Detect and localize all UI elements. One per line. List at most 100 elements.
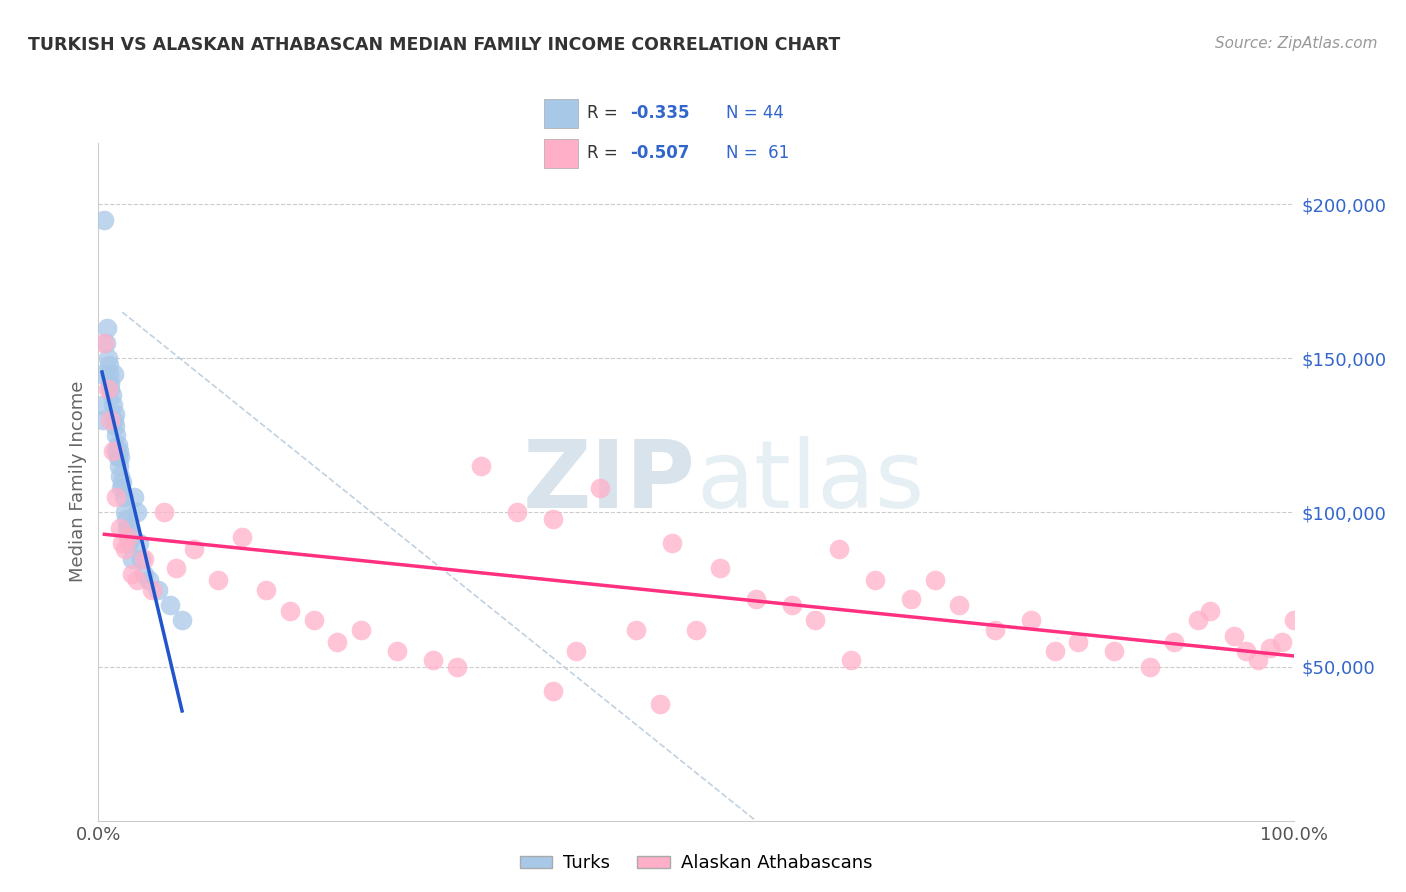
Point xyxy=(114,542,136,557)
Point xyxy=(1139,659,1161,673)
Point xyxy=(93,336,115,351)
Point xyxy=(103,367,125,381)
Point xyxy=(159,598,181,612)
Point xyxy=(1198,604,1220,618)
Point xyxy=(207,574,229,588)
Point xyxy=(1271,635,1294,649)
Point xyxy=(1102,644,1125,658)
Point xyxy=(863,574,887,588)
Point xyxy=(132,567,155,582)
Point xyxy=(108,521,131,535)
Point xyxy=(1246,653,1268,667)
Text: atlas: atlas xyxy=(696,435,924,528)
Point xyxy=(121,567,143,582)
Point xyxy=(131,551,153,566)
Point xyxy=(120,530,142,544)
Point xyxy=(124,490,146,504)
Point xyxy=(1187,613,1209,627)
Point xyxy=(117,530,139,544)
Point xyxy=(105,428,128,442)
Point xyxy=(96,320,118,334)
Point xyxy=(446,659,468,673)
Point xyxy=(138,574,160,588)
Point xyxy=(128,536,150,550)
Point xyxy=(506,506,529,520)
Point xyxy=(98,382,122,396)
Point xyxy=(709,561,731,575)
Point xyxy=(115,521,138,535)
Point xyxy=(107,450,129,464)
Point xyxy=(626,623,648,637)
Point xyxy=(900,591,922,606)
Point xyxy=(141,582,163,597)
Point xyxy=(1043,644,1066,658)
Point xyxy=(828,542,851,557)
Point xyxy=(948,598,970,612)
Point xyxy=(422,653,444,667)
Point xyxy=(121,551,143,566)
Point xyxy=(100,388,122,402)
Point xyxy=(93,212,115,227)
Point xyxy=(148,582,170,597)
Point xyxy=(780,598,803,612)
Point xyxy=(97,382,120,396)
Point xyxy=(1258,641,1281,656)
Point xyxy=(661,536,683,550)
Point xyxy=(91,367,114,381)
Point xyxy=(1019,613,1042,627)
Point xyxy=(115,511,138,525)
Point xyxy=(91,413,114,427)
Point xyxy=(804,613,827,627)
Point xyxy=(97,351,120,366)
Point xyxy=(924,574,946,588)
Point xyxy=(745,591,768,606)
Point xyxy=(1222,629,1246,643)
Point xyxy=(98,358,121,372)
Text: Source: ZipAtlas.com: Source: ZipAtlas.com xyxy=(1215,36,1378,51)
Point xyxy=(98,413,122,427)
Point xyxy=(685,623,707,637)
Text: R =: R = xyxy=(586,104,623,122)
Text: R =: R = xyxy=(586,145,623,162)
Point xyxy=(117,521,139,535)
Point xyxy=(118,536,141,550)
Point xyxy=(302,613,325,627)
Point xyxy=(110,481,132,495)
Point xyxy=(132,551,155,566)
Text: TURKISH VS ALASKAN ATHABASCAN MEDIAN FAMILY INCOME CORRELATION CHART: TURKISH VS ALASKAN ATHABASCAN MEDIAN FAM… xyxy=(28,36,841,54)
Point xyxy=(114,506,136,520)
Point xyxy=(470,459,492,474)
Point xyxy=(172,613,194,627)
Point xyxy=(589,481,612,495)
Point xyxy=(101,443,124,458)
Point xyxy=(648,697,672,711)
Point xyxy=(165,561,187,575)
Point xyxy=(254,582,277,597)
Point xyxy=(984,623,1007,637)
FancyBboxPatch shape xyxy=(544,139,578,168)
FancyBboxPatch shape xyxy=(544,99,578,128)
Point xyxy=(105,443,128,458)
Point xyxy=(105,490,128,504)
Point xyxy=(841,653,863,667)
Point xyxy=(153,506,176,520)
Point xyxy=(565,644,588,658)
Point xyxy=(125,574,148,588)
Point xyxy=(326,635,349,649)
Point xyxy=(108,468,131,483)
Point xyxy=(1234,644,1257,658)
Point xyxy=(278,604,301,618)
Point xyxy=(183,542,205,557)
Point xyxy=(104,407,127,421)
Text: ZIP: ZIP xyxy=(523,435,696,528)
Text: -0.335: -0.335 xyxy=(630,104,690,122)
Point xyxy=(111,536,134,550)
Point xyxy=(385,644,409,658)
Point xyxy=(91,398,114,412)
Point xyxy=(101,398,124,412)
Point xyxy=(98,376,122,390)
Legend: Turks, Alaskan Athabascans: Turks, Alaskan Athabascans xyxy=(513,847,879,880)
Point xyxy=(541,511,564,525)
Point xyxy=(1067,635,1090,649)
Point xyxy=(125,506,148,520)
